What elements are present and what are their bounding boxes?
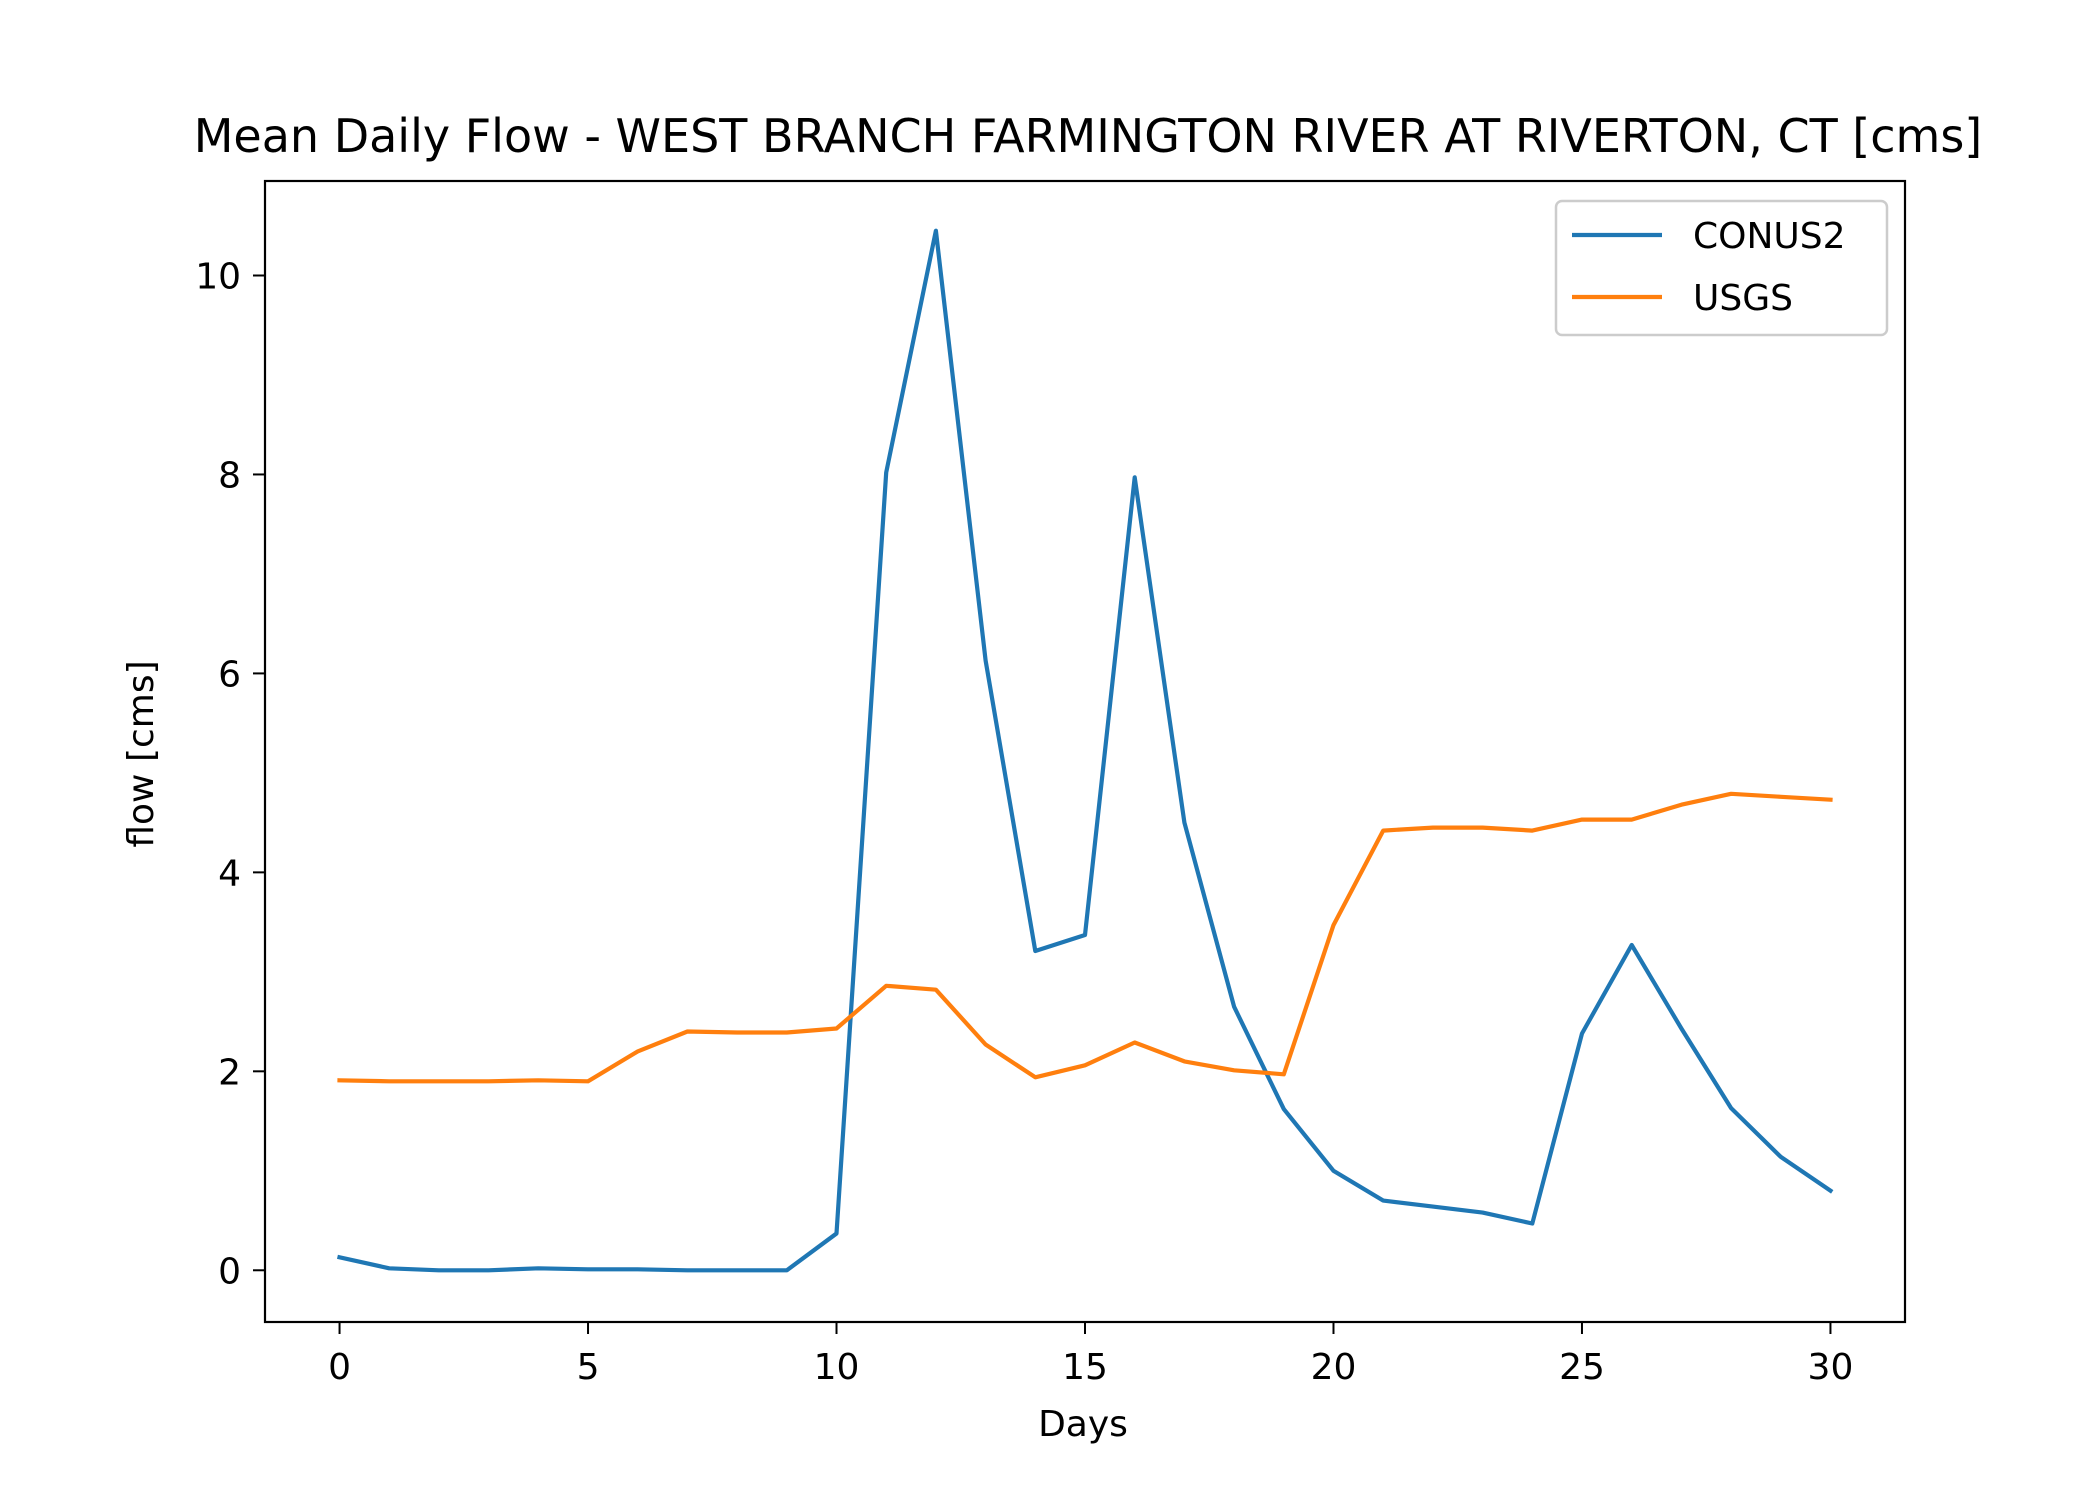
y-tick-label: 4 [218,853,241,894]
series-line-conus2 [336,228,1834,1273]
y-tick-label: 0 [218,1251,241,1292]
plot-area: 0 5 10 15 20 25 30 0 2 4 6 8 10 CONUS2 USGS [195,179,1907,1388]
y-axis-label: flow [cms] [121,660,162,847]
legend-label-conus2: CONUS2 [1693,216,1846,257]
x-tick-label: 15 [1062,1347,1108,1388]
chart-title: Mean Daily Flow - WEST BRANCH FARMINGTON… [194,109,1983,163]
y-tick-label: 10 [195,257,241,298]
x-axis-label: Days [1038,1404,1128,1445]
x-tick-label: 0 [328,1347,351,1388]
x-tick-label: 5 [577,1347,600,1388]
x-tick-label: 30 [1808,1347,1854,1388]
y-tick-label: 8 [218,455,241,496]
series-line-usgs [337,791,1833,1084]
plot-frame [263,179,1907,1324]
y-tick-label: 2 [218,1052,241,1093]
legend-label-usgs: USGS [1693,278,1793,319]
y-tick-label: 6 [218,654,241,695]
x-tick-label: 10 [814,1347,860,1388]
x-tick-label: 20 [1311,1347,1357,1388]
x-tick-label: 25 [1559,1347,1605,1388]
